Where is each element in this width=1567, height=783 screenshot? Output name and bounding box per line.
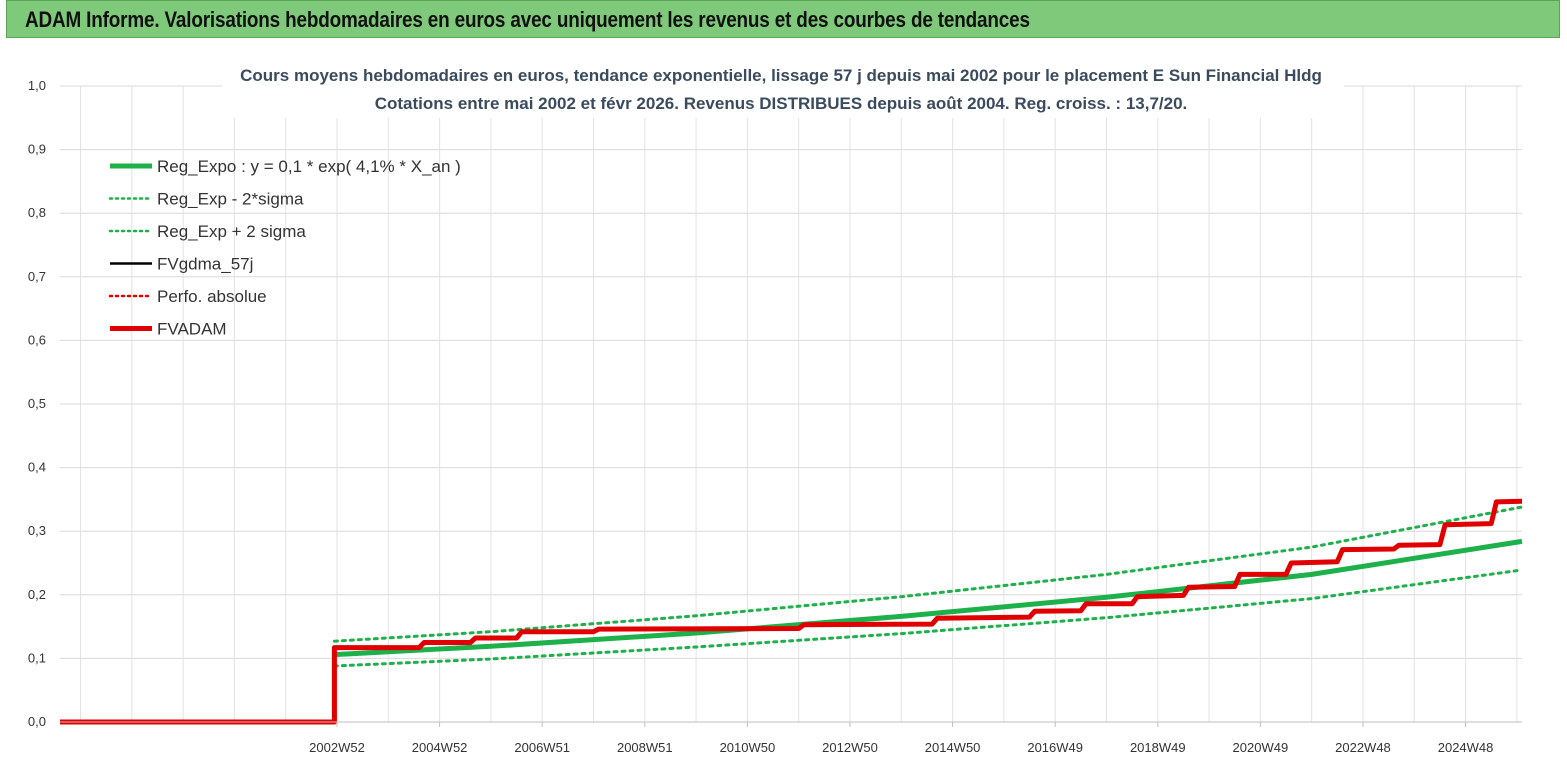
x-tick-label: 2002W52	[309, 740, 365, 755]
legend-label-0: Reg_Expo : y = 0,1 * exp( 4,1% * X_an )	[157, 157, 461, 176]
chart-frame: 0,0 0,1 0,2 0,3 0,4 0,5 0,6 0,7 0,8 0,9 1,0 2002W52…	[0, 38, 1567, 783]
x-tick-label: 2012W50	[822, 740, 878, 755]
y-tick-label: 0,1	[28, 650, 46, 665]
y-tick-label: 0,0	[28, 714, 46, 729]
chart-title-background	[222, 60, 1344, 118]
x-tick-label: 2014W50	[925, 740, 981, 755]
chart-series	[60, 498, 1524, 725]
y-tick-label: 0,2	[28, 587, 46, 602]
x-tick-label: 2018W49	[1130, 740, 1186, 755]
x-tick-label: 2020W49	[1233, 740, 1289, 755]
y-tick-label: 0,5	[28, 396, 46, 411]
chart-axes: 0,0 0,1 0,2 0,3 0,4 0,5 0,6 0,7 0,8 0,9 1,0 2002W52…	[28, 78, 1522, 755]
chart-title: Cours moyens hebdomadaires en euros, ten…	[240, 66, 1322, 85]
y-tick-label: 0,3	[28, 523, 46, 538]
y-tick-label: 0,8	[28, 205, 46, 220]
y-tick-label: 0,6	[28, 332, 46, 347]
y-tick-label: 1,0	[28, 78, 46, 93]
page-title: ADAM Informe. Valorisations hebdomadaire…	[25, 7, 1030, 32]
legend-label-5: FVADAM	[157, 320, 227, 339]
series-line-3	[60, 500, 1523, 723]
series-line-0	[334, 538, 1523, 658]
y-tick-label: 0,7	[28, 269, 46, 284]
header-bar: ADAM Informe. Valorisations hebdomadaire…	[6, 0, 1560, 38]
x-tick-label: 2010W50	[720, 740, 776, 755]
legend-label-4: Perfo. absolue	[157, 287, 267, 306]
chart-subtitle: Cotations entre mai 2002 et févr 2026. R…	[375, 94, 1188, 113]
x-tick-label: 2016W49	[1027, 740, 1083, 755]
x-tick-label: 2024W48	[1438, 740, 1494, 755]
legend-label-3: FVgdma_57j	[157, 255, 253, 274]
series-line-2	[332, 505, 1524, 643]
y-tick-label: 0,4	[28, 460, 46, 475]
y-tick-label: 0,9	[28, 142, 46, 157]
series-line-1	[332, 568, 1524, 668]
series-line-5	[60, 498, 1523, 725]
chart-legend: Reg_Expo : y = 0,1 * exp( 4,1% * X_an ) R…	[108, 157, 461, 339]
legend-label-2: Reg_Exp + 2 sigma	[157, 222, 306, 241]
legend-label-1: Reg_Exp - 2*sigma	[157, 190, 304, 209]
chart-svg: 0,0 0,1 0,2 0,3 0,4 0,5 0,6 0,7 0,8 0,9 1,0 2002W52…	[28, 60, 1524, 755]
x-tick-label: 2006W51	[514, 740, 570, 755]
x-tick-label: 2022W48	[1335, 740, 1391, 755]
x-tick-label: 2008W51	[617, 740, 673, 755]
x-tick-label: 2004W52	[412, 740, 468, 755]
